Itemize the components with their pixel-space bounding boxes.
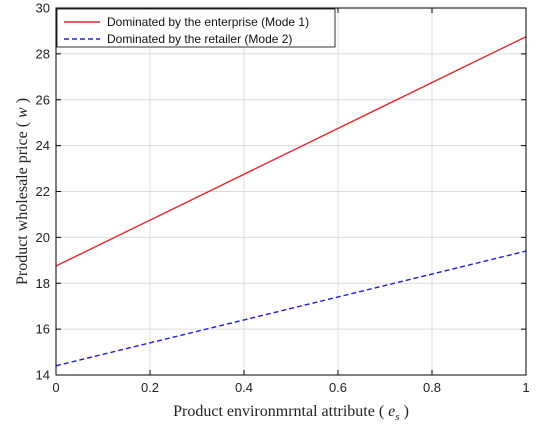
y-tick-label: 22 (36, 184, 50, 199)
legend: Dominated by the enterprise (Mode 1) Dom… (56, 8, 336, 48)
y-tick-label: 18 (36, 276, 50, 291)
legend-entry-mode-2: Dominated by the retailer (Mode 2) (107, 32, 292, 46)
x-axis-label-text: Product environmrntal attribute (173, 403, 375, 420)
x-tick-label: 0 (52, 380, 59, 395)
ticks: 0 0.2 0.4 0.6 0.8 1 14 16 18 20 22 24 26 28 30 (36, 1, 530, 396)
x-tick-label: 0.8 (423, 380, 441, 395)
x-tick-label: 0.6 (329, 380, 347, 395)
y-tick-label: 20 (36, 230, 50, 245)
x-axis-symbol-subscript: s (395, 411, 399, 423)
y-tick-label: 26 (36, 92, 50, 107)
legend-entry-mode-1: Dominated by the enterprise (Mode 1) (107, 15, 309, 29)
series-line-mode-2 (55, 250, 527, 367)
y-axis-label-text: Product wholesale price (14, 131, 31, 285)
series-layer (55, 36, 527, 367)
y-tick-label: 30 (36, 1, 50, 16)
y-tick-label: 16 (36, 322, 50, 337)
x-axis-label: Product environmrntal attribute ( es ) (173, 403, 409, 423)
y-tick-label: 14 (36, 368, 50, 383)
series-line-mode-1 (55, 36, 527, 267)
legend-box (56, 8, 336, 48)
x-tick-label: 1 (522, 380, 529, 395)
y-axis-symbol: w (14, 107, 31, 118)
y-tick-label: 28 (36, 46, 50, 61)
x-tick-label: 0.2 (141, 380, 159, 395)
grid (56, 8, 526, 375)
x-axis-symbol: e (388, 403, 395, 420)
y-axis-label: Product wholesale price ( w ) (14, 98, 31, 285)
x-tick-label: 0.4 (235, 380, 253, 395)
y-tick-label: 24 (36, 138, 50, 153)
